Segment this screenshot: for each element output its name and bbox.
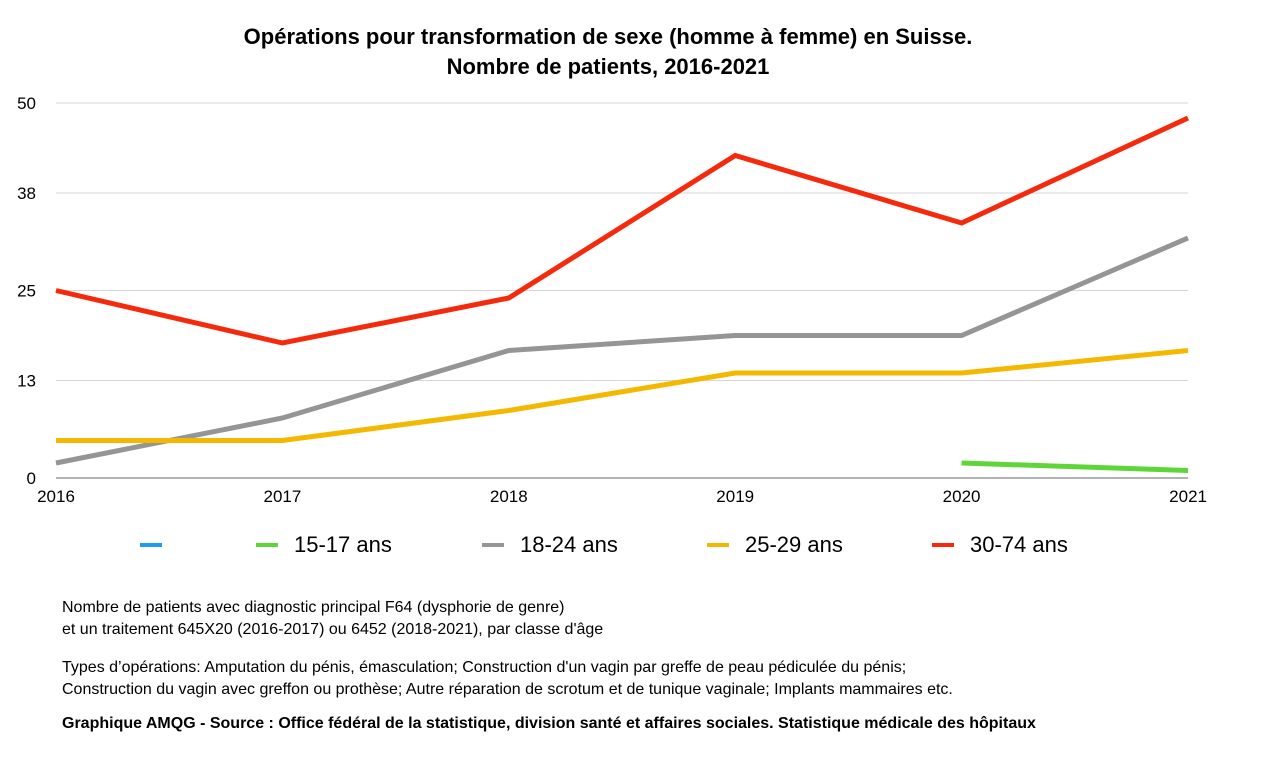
legend-label: 25-29 ans xyxy=(745,532,843,557)
series-line-30-74-ans xyxy=(55,115,1190,346)
legend-label: 18-24 ans xyxy=(520,532,618,557)
legend-item: 18-24 ans xyxy=(482,528,618,562)
series-lines xyxy=(55,115,1190,473)
x-tick-label: 2021 xyxy=(1169,487,1207,506)
gridlines xyxy=(56,102,1188,479)
legend-swatch xyxy=(256,543,278,547)
note-line-3: Types d’opérations: Amputation du pénis,… xyxy=(62,659,907,676)
note-line-4: Construction du vagin avec greffon ou pr… xyxy=(62,681,953,698)
legend-item: 15-17 ans xyxy=(256,528,392,562)
chart-title: Opérations pour transformation de sexe (… xyxy=(0,22,1216,82)
x-tick-label: 2018 xyxy=(490,487,528,506)
legend-swatch xyxy=(707,543,729,547)
legend-item xyxy=(140,528,178,562)
legend-item: 30-74 ans xyxy=(932,528,1068,562)
source-note: Graphique AMQG - Source : Office fédéral… xyxy=(62,715,1036,732)
y-tick-label: 50 xyxy=(17,94,36,113)
x-axis-tick-labels: 2016 2017 2018 2019 2020 2021 xyxy=(37,487,1207,506)
series-line-25-29-ans xyxy=(56,348,1189,443)
x-tick-label: 2019 xyxy=(716,487,754,506)
x-tick-label: 2017 xyxy=(263,487,301,506)
y-tick-label: 38 xyxy=(17,184,36,203)
note-line-2: et un traitement 645X20 (2016-2017) ou 6… xyxy=(62,621,604,638)
legend-swatch xyxy=(482,543,504,547)
chart-notes: Nombre de patients avec diagnostic princ… xyxy=(62,597,1242,735)
chart-title-line-2: Nombre de patients, 2016-2021 xyxy=(446,54,770,79)
y-tick-label: 25 xyxy=(17,282,36,301)
x-tick-label: 2020 xyxy=(943,487,981,506)
y-tick-label: 0 xyxy=(27,469,36,488)
series-line-15-17-ans xyxy=(961,460,1189,473)
note-line-1: Nombre de patients avec diagnostic princ… xyxy=(62,599,565,616)
legend-label: 30-74 ans xyxy=(970,532,1068,557)
y-tick-label: 13 xyxy=(17,372,36,391)
legend-swatch xyxy=(932,543,954,547)
line-chart: 0 13 25 38 50 2016 2017 2018 2019 2020 2021 xyxy=(17,94,1207,506)
series-line-18-24-ans xyxy=(55,235,1189,466)
chart-title-line-1: Opérations pour transformation de sexe (… xyxy=(243,24,973,49)
x-tick-label: 2016 xyxy=(37,487,75,506)
legend-item: 25-29 ans xyxy=(707,528,843,562)
legend-label: 15-17 ans xyxy=(294,532,392,557)
legend-swatch xyxy=(140,543,162,547)
chart-legend: 15-17 ans 18-24 ans 25-29 ans 30-74 ans xyxy=(0,528,1280,562)
y-axis-tick-labels: 0 13 25 38 50 xyxy=(17,94,36,488)
